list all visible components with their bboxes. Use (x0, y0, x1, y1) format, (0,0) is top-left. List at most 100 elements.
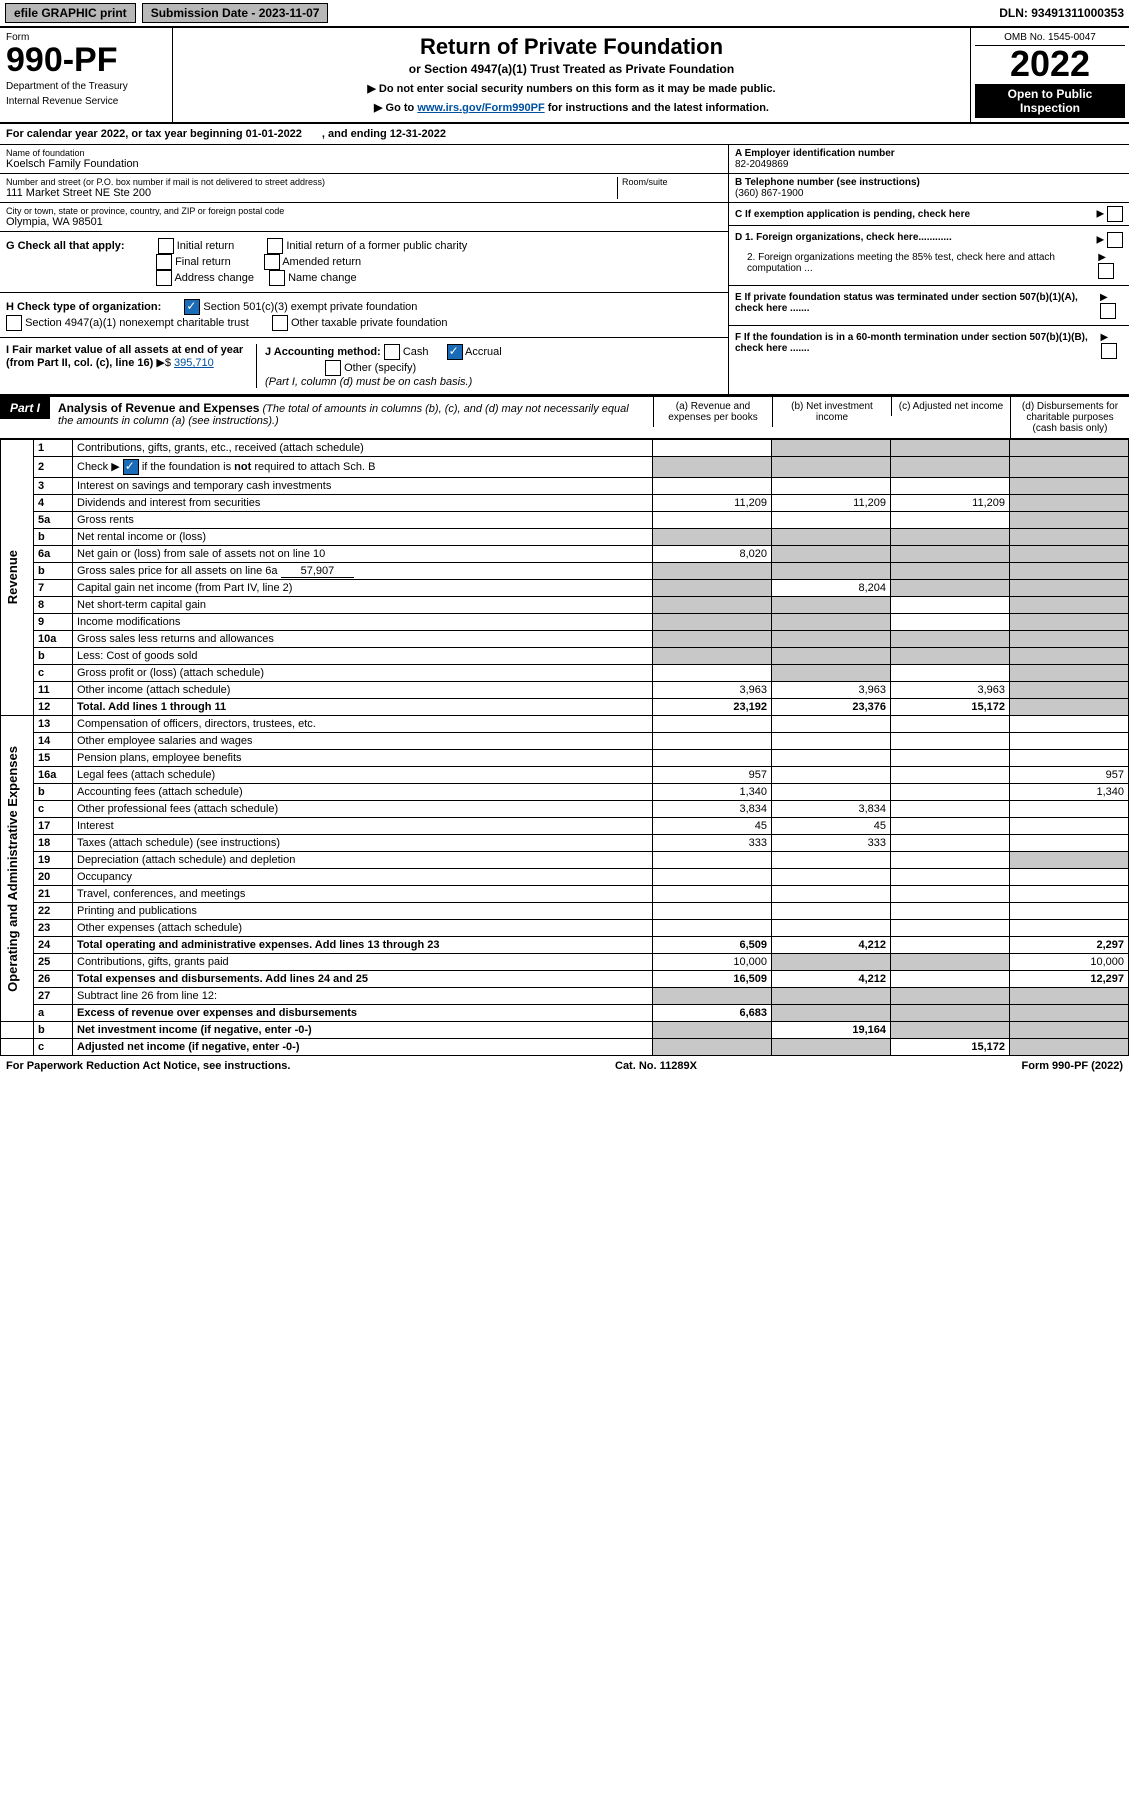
accrual-checkbox[interactable] (447, 344, 463, 360)
instruction-1: ▶ Do not enter social security numbers o… (183, 82, 960, 95)
part1-badge: Part I (0, 397, 50, 419)
dept-treasury: Department of the Treasury (6, 81, 166, 92)
d1-label: D 1. Foreign organizations, check here..… (735, 232, 952, 248)
f-label: F If the foundation is in a 60-month ter… (735, 332, 1101, 359)
d2-label: 2. Foreign organizations meeting the 85%… (735, 252, 1098, 279)
h-check-row: H Check type of organization: Section 50… (0, 293, 728, 338)
addr-label: Number and street (or P.O. box number if… (6, 177, 617, 187)
col-c-header: (c) Adjusted net income (891, 397, 1010, 416)
line-10c: cGross profit or (loss) (attach schedule… (1, 665, 1129, 682)
line-13: Operating and Administrative Expenses 13… (1, 716, 1129, 733)
subtitle: or Section 4947(a)(1) Trust Treated as P… (183, 62, 960, 76)
line-27: 27Subtract line 26 from line 12: (1, 988, 1129, 1005)
line-27c: cAdjusted net income (if negative, enter… (1, 1039, 1129, 1056)
irs-link[interactable]: www.irs.gov/Form990PF (417, 102, 544, 114)
initial-return-former-checkbox[interactable] (267, 238, 283, 254)
paperwork-notice: For Paperwork Reduction Act Notice, see … (6, 1060, 290, 1072)
ein-label: A Employer identification number (735, 148, 895, 159)
phone-label: B Telephone number (see instructions) (735, 177, 920, 188)
line-26: 26Total expenses and disbursements. Add … (1, 971, 1129, 988)
line-10a: 10aGross sales less returns and allowanc… (1, 631, 1129, 648)
phone-value: (360) 867-1900 (735, 188, 803, 199)
col-b-header: (b) Net investment income (772, 397, 891, 427)
top-bar: efile GRAPHIC print Submission Date - 20… (0, 0, 1129, 28)
line-17: 17Interest4545 (1, 818, 1129, 835)
other-taxable-checkbox[interactable] (272, 315, 288, 331)
line-27b: bNet investment income (if negative, ent… (1, 1022, 1129, 1039)
foundation-name: Koelsch Family Foundation (6, 158, 722, 170)
other-method-checkbox[interactable] (325, 360, 341, 376)
j-note: (Part I, column (d) must be on cash basi… (265, 376, 472, 388)
c-label: C If exemption application is pending, c… (735, 209, 970, 220)
4947a1-checkbox[interactable] (6, 315, 22, 331)
line-27a: aExcess of revenue over expenses and dis… (1, 1005, 1129, 1022)
name-change-checkbox[interactable] (269, 270, 285, 286)
line-11: 11Other income (attach schedule)3,9633,9… (1, 682, 1129, 699)
60month-checkbox[interactable] (1101, 343, 1117, 359)
sch-b-checkbox[interactable] (123, 459, 139, 475)
line-4: 4Dividends and interest from securities1… (1, 495, 1129, 512)
line-1: Revenue 1Contributions, gifts, grants, e… (1, 440, 1129, 457)
tax-year: 2022 (975, 46, 1125, 82)
form-number: 990-PF (6, 43, 166, 77)
terminated-checkbox[interactable] (1100, 303, 1116, 319)
main-title: Return of Private Foundation (183, 34, 960, 60)
line-15: 15Pension plans, employee benefits (1, 750, 1129, 767)
amended-return-checkbox[interactable] (264, 254, 280, 270)
calendar-year-row: For calendar year 2022, or tax year begi… (0, 124, 1129, 145)
line-3: 3Interest on savings and temporary cash … (1, 478, 1129, 495)
line-7: 7Capital gain net income (from Part IV, … (1, 580, 1129, 597)
line-16b: bAccounting fees (attach schedule)1,3401… (1, 784, 1129, 801)
final-return-checkbox[interactable] (156, 254, 172, 270)
line-2: 2Check ▶ if the foundation is not requir… (1, 457, 1129, 478)
line-22: 22Printing and publications (1, 903, 1129, 920)
j-label: J Accounting method: (265, 346, 381, 358)
line-9: 9Income modifications (1, 614, 1129, 631)
line-25: 25Contributions, gifts, grants paid10,00… (1, 954, 1129, 971)
col-a-header: (a) Revenue and expenses per books (653, 397, 772, 427)
dept-irs: Internal Revenue Service (6, 96, 166, 107)
line-10b: bLess: Cost of goods sold (1, 648, 1129, 665)
part1-header: Part I Analysis of Revenue and Expenses … (0, 396, 1129, 439)
city-label: City or town, state or province, country… (6, 206, 722, 216)
line-14: 14Other employee salaries and wages (1, 733, 1129, 750)
part1-table: Revenue 1Contributions, gifts, grants, e… (0, 439, 1129, 1056)
col-d-header: (d) Disbursements for charitable purpose… (1010, 397, 1129, 438)
line-24: 24Total operating and administrative exp… (1, 937, 1129, 954)
expenses-side-label: Operating and Administrative Expenses (5, 746, 20, 992)
line-23: 23Other expenses (attach schedule) (1, 920, 1129, 937)
line-16a: 16aLegal fees (attach schedule)957957 (1, 767, 1129, 784)
g-check-row: G Check all that apply: Initial return I… (0, 232, 728, 293)
line-5a: 5aGross rents (1, 512, 1129, 529)
entity-info-grid: Name of foundation Koelsch Family Founda… (0, 145, 1129, 396)
city-state-zip: Olympia, WA 98501 (6, 216, 722, 228)
address-change-checkbox[interactable] (156, 270, 172, 286)
form-footer: Form 990-PF (2022) (1022, 1060, 1123, 1072)
foreign-85-checkbox[interactable] (1098, 263, 1114, 279)
footer: For Paperwork Reduction Act Notice, see … (0, 1056, 1129, 1076)
line-18: 18Taxes (attach schedule) (see instructi… (1, 835, 1129, 852)
line-6b: bGross sales price for all assets on lin… (1, 563, 1129, 580)
part1-title: Analysis of Revenue and Expenses (58, 401, 259, 415)
revenue-side-label: Revenue (5, 550, 20, 604)
form-header: Form 990-PF Department of the Treasury I… (0, 28, 1129, 124)
line-5b: bNet rental income or (loss) (1, 529, 1129, 546)
line-16c: cOther professional fees (attach schedul… (1, 801, 1129, 818)
cash-checkbox[interactable] (384, 344, 400, 360)
room-label: Room/suite (622, 177, 722, 187)
line-19: 19Depreciation (attach schedule) and dep… (1, 852, 1129, 869)
instruction-2: ▶ Go to www.irs.gov/Form990PF for instru… (183, 101, 960, 114)
line-20: 20Occupancy (1, 869, 1129, 886)
line-6a: 6aNet gain or (loss) from sale of assets… (1, 546, 1129, 563)
open-public-badge: Open to Public Inspection (975, 84, 1125, 118)
fmv-amount[interactable]: 395,710 (174, 357, 214, 369)
efile-button[interactable]: efile GRAPHIC print (5, 3, 136, 23)
submission-date-button[interactable]: Submission Date - 2023-11-07 (142, 3, 329, 23)
exemption-pending-checkbox[interactable] (1107, 206, 1123, 222)
501c3-checkbox[interactable] (184, 299, 200, 315)
foreign-org-checkbox[interactable] (1107, 232, 1123, 248)
gross-sales-value: 57,907 (281, 565, 355, 578)
name-label: Name of foundation (6, 148, 722, 158)
initial-return-checkbox[interactable] (158, 238, 174, 254)
catalog-number: Cat. No. 11289X (615, 1060, 697, 1072)
